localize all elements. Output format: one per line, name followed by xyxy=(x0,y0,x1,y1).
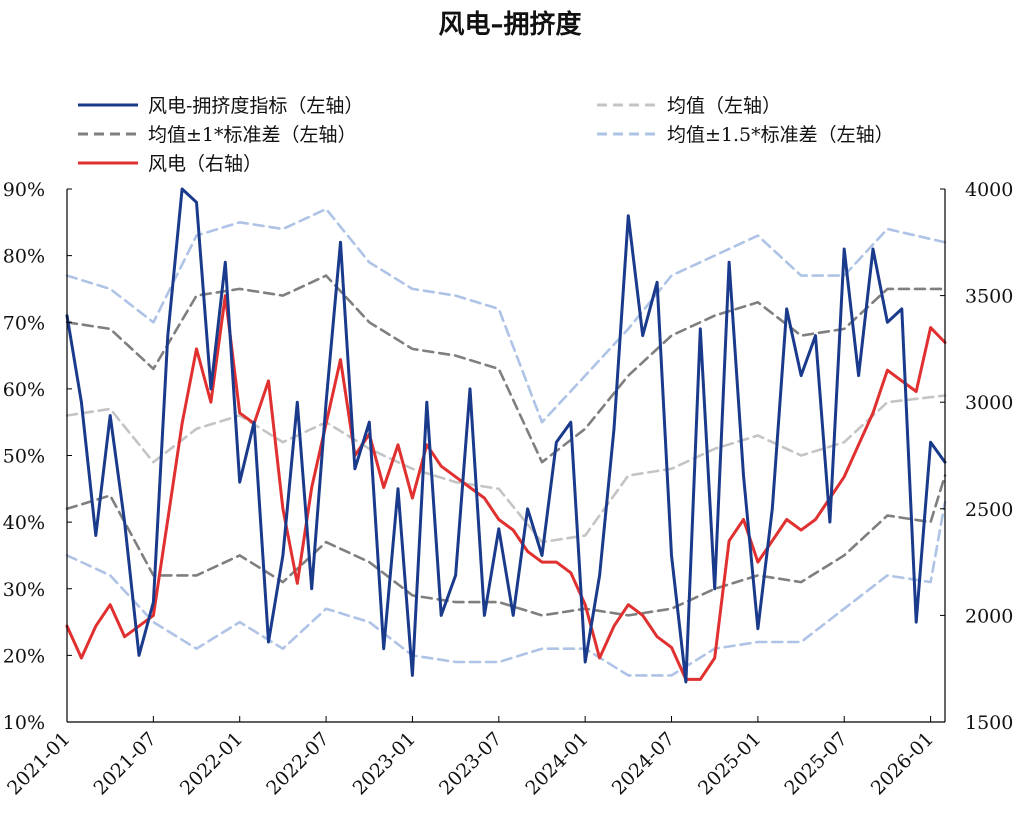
y-left-tick-label: 50% xyxy=(3,446,45,468)
legend-label: 风电（右轴） xyxy=(148,153,262,175)
y-left-tick-label: 70% xyxy=(3,312,45,334)
legend-item: 均值（左轴） xyxy=(597,95,781,117)
chart-title: 风电–拥挤度 xyxy=(438,9,581,40)
y-right-tick-label: 3000 xyxy=(965,392,1013,414)
x-tick-label: 2022-01 xyxy=(176,728,247,799)
series-layer xyxy=(65,187,947,684)
y-right-tick-label: 3500 xyxy=(965,286,1013,308)
series-mean-line xyxy=(65,394,947,544)
y-left-tick-label: 80% xyxy=(3,246,45,268)
legend-item: 风电（右轴） xyxy=(78,153,262,175)
x-tick-label: 2025-01 xyxy=(694,728,765,799)
series-band-1p5sd-upper-line xyxy=(65,207,947,424)
series-crowding-index-line xyxy=(65,187,947,684)
x-tick-label: 2026-01 xyxy=(867,728,938,799)
x-tick-label: 2023-01 xyxy=(349,728,420,799)
series-wind-power-line xyxy=(65,294,947,681)
legend-label: 均值±1*标准差（左轴） xyxy=(148,124,357,146)
y-left-tick-label: 90% xyxy=(3,179,45,201)
y-right-tick-label: 2500 xyxy=(965,499,1013,521)
x-tick-label: 2023-07 xyxy=(435,728,506,799)
y-left-tick-label: 30% xyxy=(3,579,45,601)
legend-label: 风电-拥挤度指标（左轴） xyxy=(148,95,363,117)
x-tick-label: 2022-07 xyxy=(262,728,333,799)
x-tick-label: 2021-07 xyxy=(90,728,161,799)
legend-item: 风电-拥挤度指标（左轴） xyxy=(78,95,363,117)
series-band-1sd-upper-line xyxy=(65,274,947,464)
legend-label: 均值（左轴） xyxy=(667,95,781,117)
x-tick-label: 2024-07 xyxy=(608,728,679,799)
series-band-1sd-lower-line xyxy=(65,474,947,617)
y-right-tick-label: 1500 xyxy=(965,712,1013,734)
legend-item: 均值±1.5*标准差（左轴） xyxy=(597,124,894,146)
legend: 风电-拥挤度指标（左轴） 均值（左轴） 均值±1*标准差（左轴） 均值±1.5*标准差… xyxy=(78,95,894,175)
axes-layer: 90% 80% 70% 60% 50% 40% 30% 20% 10% 4000 3500 3000 2… xyxy=(3,179,1014,799)
y-left-tick-label: 40% xyxy=(3,512,45,534)
y-left-tick-label: 10% xyxy=(3,712,45,734)
y-right-tick-label: 2000 xyxy=(965,605,1013,627)
x-tick-label: 2024-01 xyxy=(521,728,592,799)
series-band-1p5sd-lower-line xyxy=(65,500,947,677)
legend-label: 均值±1.5*标准差（左轴） xyxy=(667,124,894,146)
y-left-tick-label: 60% xyxy=(3,379,45,401)
x-tick-label: 2025-07 xyxy=(780,728,851,799)
y-left-tick-label: 20% xyxy=(3,645,45,667)
y-right-tick-label: 4000 xyxy=(965,179,1013,201)
legend-item: 均值±1*标准差（左轴） xyxy=(78,124,357,146)
x-tick-label: 2021-01 xyxy=(3,728,74,799)
